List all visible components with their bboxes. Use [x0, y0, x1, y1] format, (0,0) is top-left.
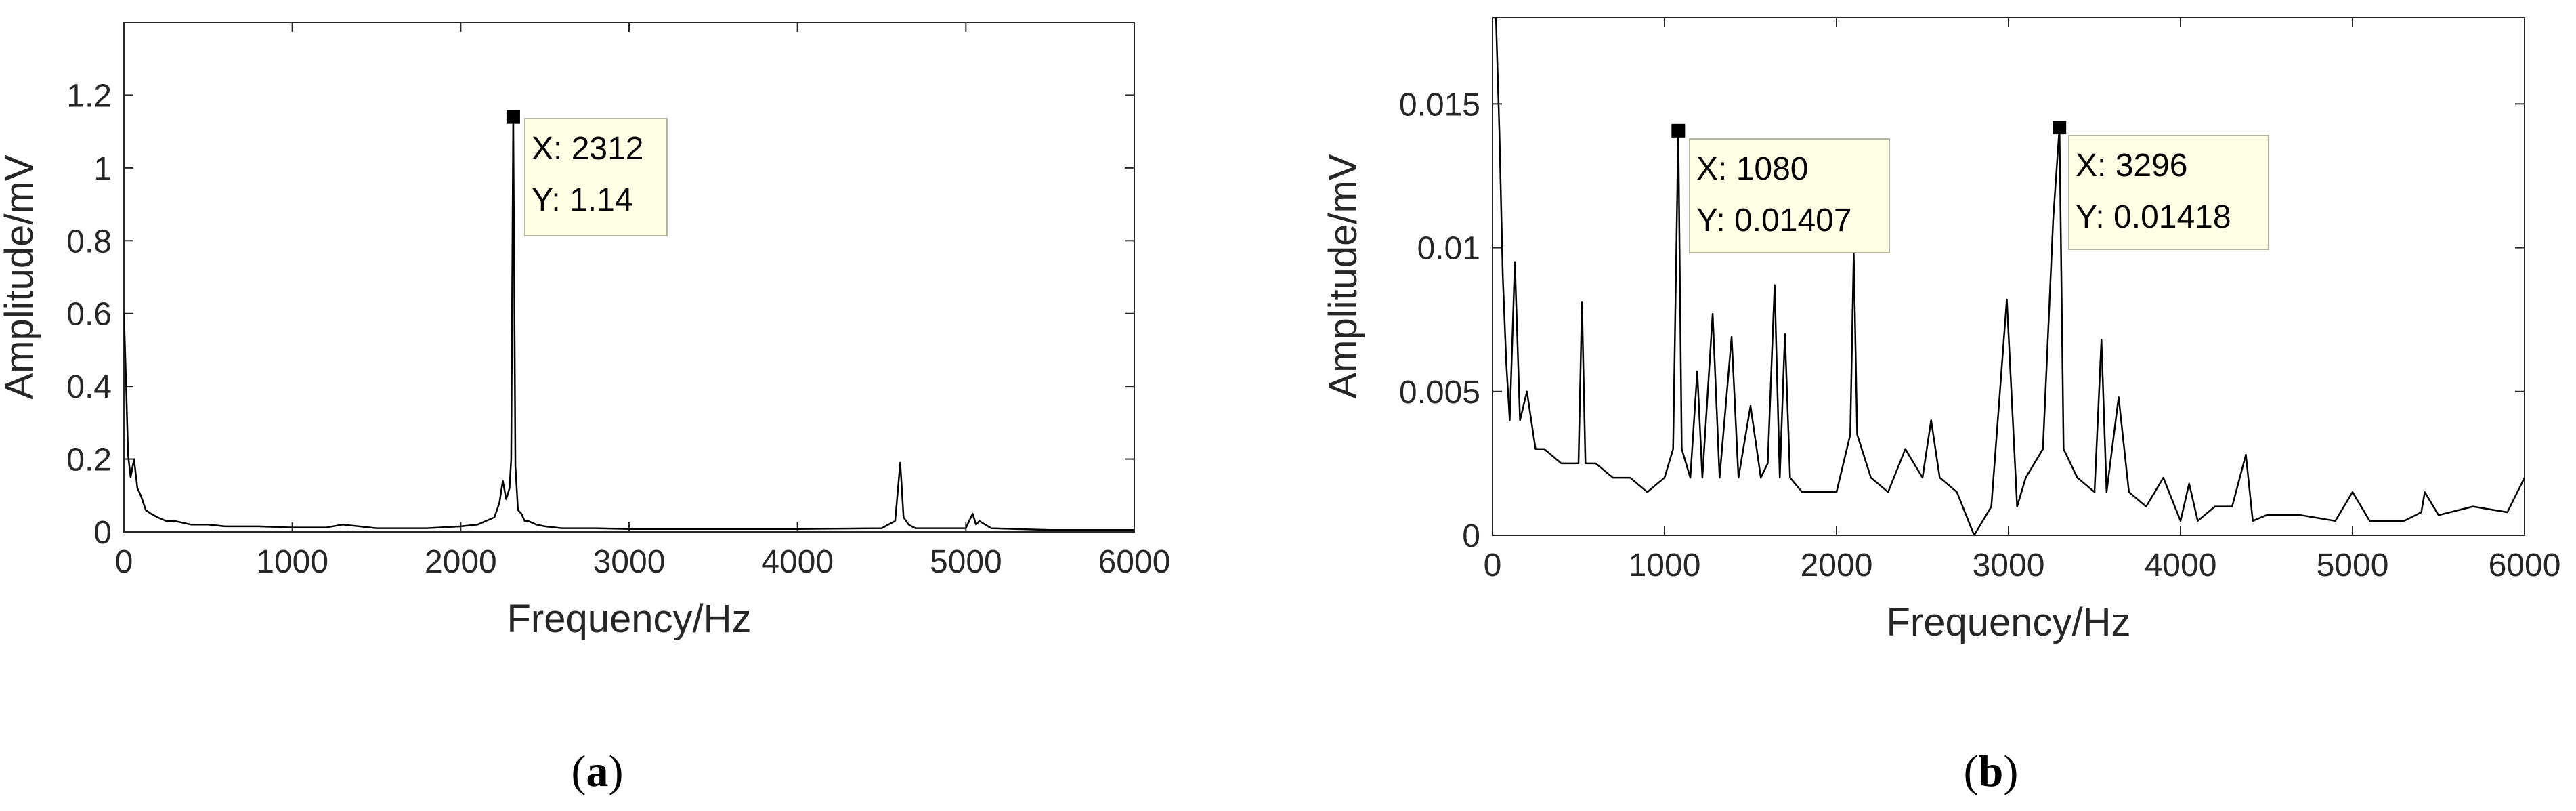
datatip-y-text: Y: 0.01418 — [2076, 199, 2231, 235]
spectrum-line — [124, 116, 1134, 531]
datatip-marker — [1671, 123, 1686, 138]
caption-paren-close: ) — [2003, 747, 2018, 796]
caption-letter: b — [1979, 747, 2004, 796]
x-tick-label: 1000 — [1629, 547, 1701, 583]
x-tick-label: 0 — [1484, 547, 1502, 583]
x-tick-label: 1000 — [256, 544, 328, 580]
datatip-y-text: Y: 1.14 — [532, 182, 632, 218]
y-tick-label: 0.2 — [66, 442, 112, 478]
x-tick-label: 4000 — [2145, 547, 2217, 583]
datatip-box — [1689, 138, 1890, 253]
x-tick-label: 6000 — [1098, 544, 1171, 580]
x-tick-label: 5000 — [2317, 547, 2389, 583]
y-tick-label: 1.2 — [66, 78, 112, 114]
datatip-box — [2068, 135, 2269, 250]
y-tick-label: 1 — [93, 151, 112, 187]
caption-a: (a) — [572, 747, 624, 796]
panel-b: 0 1000 2000 3000 4000 5000 6000 0 0.005 0.01 0.015… — [1321, 17, 2561, 644]
x-tick-label: 4000 — [761, 544, 834, 580]
y-tick-label: 0 — [93, 515, 112, 551]
datatip-x-text: X: 3296 — [2076, 148, 2187, 184]
y-axis-label: Amplitude/mV — [0, 154, 41, 399]
y-axis-label: Amplitude/mV — [1321, 154, 1365, 398]
caption-paren-close: ) — [609, 747, 624, 796]
caption-b: (b) — [1964, 747, 2019, 796]
caption-paren-open: ( — [1964, 747, 1979, 796]
datatip-marker — [506, 110, 520, 124]
x-tick-label: 0 — [115, 544, 133, 580]
datatip-x-text: X: 2312 — [532, 131, 643, 167]
x-tick-label: 3000 — [1973, 547, 2045, 583]
datatip-y-text: Y: 0.01407 — [1696, 203, 1852, 238]
x-tick-label: 2000 — [1801, 547, 1873, 583]
y-tick-label: 0.6 — [66, 297, 112, 333]
caption-letter: a — [586, 747, 609, 796]
datatip-x-text: X: 1080 — [1696, 151, 1808, 187]
caption-paren-open: ( — [572, 747, 586, 796]
x-tick-label: 3000 — [593, 544, 666, 580]
spectrum-line — [1493, 18, 2525, 535]
x-tick-label: 2000 — [425, 544, 497, 580]
x-tick-label: 5000 — [930, 544, 1002, 580]
y-tick-label: 0 — [1462, 518, 1480, 554]
panel-a: 0 1000 2000 3000 4000 5000 6000 0 0.2 0.4 0.6 0.8 1 1… — [0, 22, 1170, 641]
y-tick-label: 0.005 — [1399, 375, 1480, 411]
x-axis-label: Frequency/Hz — [1886, 600, 2130, 644]
y-tick-label: 0.4 — [66, 369, 112, 405]
y-tick-label: 0.8 — [66, 224, 112, 259]
x-tick-label: 6000 — [2489, 547, 2561, 583]
y-tick-label: 0.015 — [1399, 87, 1480, 123]
datatip-box — [524, 118, 668, 236]
x-axis-label: Frequency/Hz — [507, 597, 751, 641]
datatip-marker — [2053, 121, 2067, 135]
y-tick-label: 0.01 — [1417, 231, 1480, 267]
